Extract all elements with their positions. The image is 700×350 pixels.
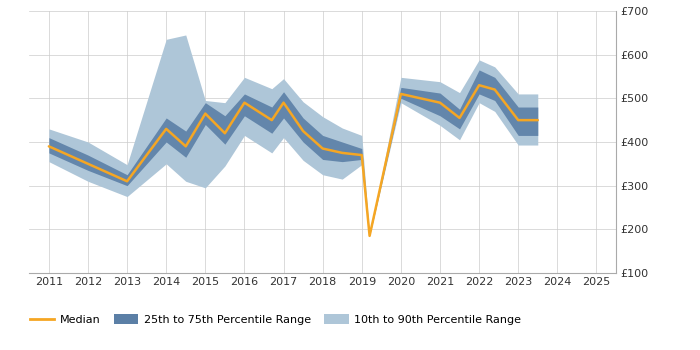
Legend: Median, 25th to 75th Percentile Range, 10th to 90th Percentile Range: Median, 25th to 75th Percentile Range, 1… bbox=[25, 310, 526, 330]
